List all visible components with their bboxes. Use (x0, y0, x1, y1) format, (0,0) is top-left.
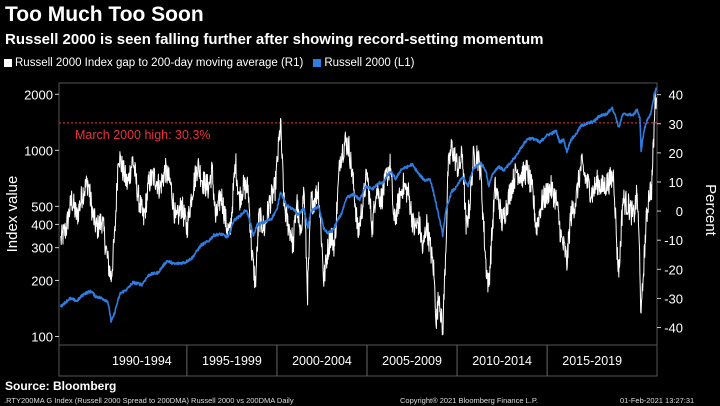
right-axis-tick-label: 10 (669, 175, 683, 190)
left-axis-title: Index value (4, 176, 21, 253)
chart-subtitle: Russell 2000 is seen falling further aft… (5, 31, 544, 48)
plot-frame (58, 82, 658, 377)
left-axis-tick-label: 100 (31, 329, 53, 344)
right-axis-tick-label: -30 (664, 291, 683, 306)
x-category-label: 2000-2004 (292, 354, 352, 368)
legend-item-gap: Russell 2000 Index gap to 200-day moving… (4, 57, 303, 69)
x-category-label: 2015-2019 (562, 354, 622, 368)
threshold-label: March 2000 high: 30.3% (75, 128, 211, 142)
left-axis-tick-label: 500 (31, 199, 53, 214)
right-axis-title: Percent (702, 184, 719, 237)
right-axis-tick-label: 0 (676, 204, 683, 219)
chart-plot: 1990-1994 1995-1999 2000-2004 2005-2009 2010… (4, 82, 719, 377)
left-axis-tick-label: 300 (31, 241, 53, 256)
legend-label-gap: Russell 2000 Index gap to 200-day moving… (15, 57, 304, 69)
right-axis-tick-label: -20 (664, 262, 683, 277)
x-category-label: 1990-1994 (112, 354, 172, 368)
right-axis-tick-label: -40 (664, 321, 683, 336)
footer-ticker-description: .RTY200MA G Index (Russell 2000 Spread t… (4, 396, 294, 405)
right-axis-tick-label: 30 (669, 117, 683, 132)
legend-label-index: Russell 2000 (L1) (324, 57, 415, 69)
source-note: Source: Bloomberg (5, 379, 117, 393)
legend-item-index: Russell 2000 (L1) (313, 57, 414, 69)
series-line-index (60, 87, 658, 323)
footer-timestamp: 01-Feb-2021 13:27:31 (620, 396, 695, 405)
left-axis-tick-label: 2000 (24, 87, 53, 102)
x-category-label: 2005-2009 (382, 354, 442, 368)
series-line-gap (60, 91, 657, 336)
legend-swatch-gap (4, 59, 12, 67)
right-axis-tick-label: 20 (669, 146, 683, 161)
x-category-label: 2010-2014 (472, 354, 532, 368)
legend: Russell 2000 Index gap to 200-day moving… (4, 57, 420, 69)
right-axis-tick-label: -10 (664, 233, 683, 248)
legend-swatch-index (313, 59, 322, 67)
chart-title: Too Much Too Soon (5, 3, 204, 26)
left-axis-tick-label: 1000 (24, 143, 53, 158)
left-axis-tick-label: 400 (31, 217, 53, 232)
footer-copyright: Copyright® 2021 Bloomberg Finance L.P. (400, 396, 538, 405)
left-axis-tick-label: 200 (31, 273, 53, 288)
x-category-label: 1995-1999 (202, 354, 262, 368)
right-axis-tick-label: 40 (669, 88, 683, 103)
